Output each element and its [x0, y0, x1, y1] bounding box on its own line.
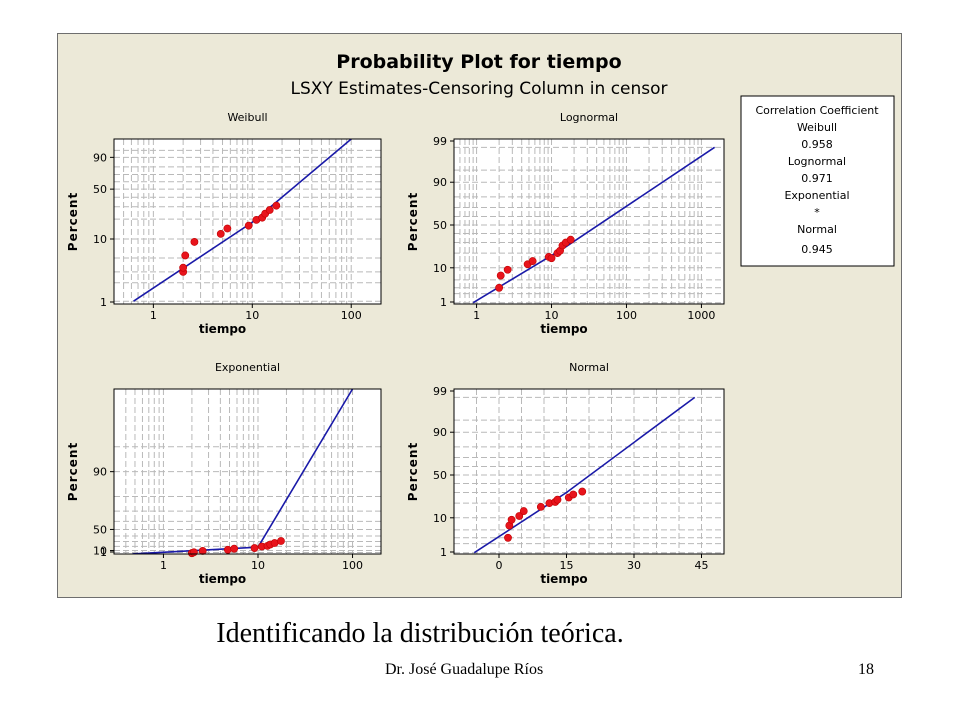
data-point	[216, 229, 225, 238]
y-tick-label: 1	[100, 296, 107, 309]
x-tick-label: 45	[695, 559, 709, 572]
data-point	[504, 533, 512, 542]
x-tick-label: 1	[473, 309, 480, 322]
data-point	[503, 265, 512, 274]
legend-line: Normal	[797, 223, 837, 236]
data-point	[190, 238, 199, 246]
fit-line	[133, 139, 352, 302]
x-axis-label: tiempo	[540, 572, 587, 586]
data-point	[223, 224, 232, 233]
data-point	[507, 515, 516, 524]
y-tick-label: 1	[440, 296, 447, 309]
y-tick-label: 10	[433, 262, 447, 275]
figure-subtitle: LSXY Estimates-Censoring Column in censo…	[290, 79, 667, 99]
panel-weibull: 1 10 100 1 10 50 90 Weibull tiempo Percent	[66, 111, 382, 336]
data-point	[265, 206, 274, 214]
legend-line: 0.971	[801, 172, 833, 185]
x-tick-label: 100	[616, 309, 637, 322]
data-point	[519, 507, 528, 515]
y-tick-label: 99	[433, 135, 447, 148]
legend-line: Exponential	[784, 189, 849, 202]
data-point	[566, 235, 575, 244]
y-tick-label: 1	[100, 546, 107, 559]
x-tick-label: 10	[245, 309, 259, 322]
data-point	[578, 487, 587, 496]
x-tick-label: 15	[560, 559, 574, 572]
probability-plot-svg: Probability Plot for tiempo LSXY Estimat…	[66, 51, 895, 586]
correlation-legend: Correlation Coefficient Weibull 0.958 Lo…	[740, 95, 895, 267]
y-tick-label: 50	[433, 469, 447, 482]
x-tick-label: 10	[545, 309, 559, 322]
x-tick-label: 1	[150, 309, 157, 322]
data-point	[528, 257, 537, 265]
data-point	[569, 490, 578, 499]
plot-frame	[113, 138, 382, 305]
data-point	[181, 251, 190, 260]
legend-line: Lognormal	[788, 155, 846, 168]
data-point	[553, 495, 562, 504]
panel-title: Weibull	[227, 111, 267, 124]
y-tick-label: 90	[93, 151, 107, 164]
plot-frame	[453, 388, 725, 555]
data-point	[230, 544, 239, 553]
caption: Identificando la distribución teórica.	[216, 618, 624, 649]
x-tick-label: 1	[160, 559, 167, 572]
y-axis-label: Percent	[406, 192, 420, 251]
plot-frame	[453, 138, 725, 305]
y-tick-label: 50	[93, 183, 107, 196]
panel-title: Exponential	[215, 361, 280, 374]
x-tick-label: 30	[627, 559, 641, 572]
legend-line: Weibull	[797, 121, 837, 134]
x-axis-label: tiempo	[199, 322, 246, 336]
data-point	[496, 271, 505, 280]
x-tick-label: 0	[496, 559, 503, 572]
data-point	[536, 502, 545, 511]
legend-line: 0.958	[801, 138, 833, 151]
x-tick-label: 1000	[687, 309, 715, 322]
panel-lognormal: 1 10 100 1000 1 10 50 90 99 Lognormal tiempo Percen…	[406, 111, 725, 336]
data-point	[515, 512, 524, 520]
x-tick-label: 100	[341, 309, 362, 322]
data-point	[179, 263, 188, 272]
panel-title: Lognormal	[560, 111, 618, 124]
legend-line: Correlation Coefficient	[755, 104, 879, 117]
y-tick-label: 90	[433, 176, 447, 189]
footer-author: Dr. José Guadalupe Ríos	[385, 661, 544, 678]
plot-area	[453, 138, 725, 305]
data-point	[547, 254, 556, 263]
data-point	[250, 544, 259, 552]
y-tick-label: 99	[433, 385, 447, 398]
x-tick-label: 100	[342, 559, 363, 572]
page-number: 18	[858, 661, 874, 678]
y-tick-label: 50	[93, 523, 107, 536]
y-axis-label: Percent	[66, 442, 80, 501]
data-point	[277, 537, 285, 545]
y-tick-label: 90	[433, 426, 447, 439]
x-tick-label: 10	[251, 559, 265, 572]
y-axis-label: Percent	[406, 442, 420, 501]
y-tick-label: 50	[433, 219, 447, 232]
data-point	[190, 548, 198, 557]
data-point	[244, 221, 253, 230]
data-point	[495, 283, 504, 292]
figure-panel: Probability Plot for tiempo LSXY Estimat…	[57, 33, 902, 598]
figure-title: Probability Plot for tiempo	[336, 51, 621, 73]
panel-normal: 0 15 30 45 1 10 50 90 99 Normal tiempo Percent	[406, 361, 725, 586]
y-tick-label: 10	[93, 545, 107, 558]
y-tick-label: 1	[440, 546, 447, 559]
data-point	[198, 547, 207, 555]
x-axis-label: tiempo	[540, 322, 587, 336]
data-point	[223, 545, 232, 554]
legend-line: *	[814, 206, 820, 219]
y-tick-label: 10	[93, 233, 107, 246]
y-tick-label: 10	[433, 512, 447, 525]
y-tick-label: 90	[93, 466, 107, 479]
legend-line: 0.945	[801, 243, 833, 256]
x-axis-label: tiempo	[199, 572, 246, 586]
y-axis-label: Percent	[66, 192, 80, 251]
data-point	[272, 201, 281, 210]
fit-line	[473, 396, 696, 554]
panel-title: Normal	[569, 361, 609, 374]
